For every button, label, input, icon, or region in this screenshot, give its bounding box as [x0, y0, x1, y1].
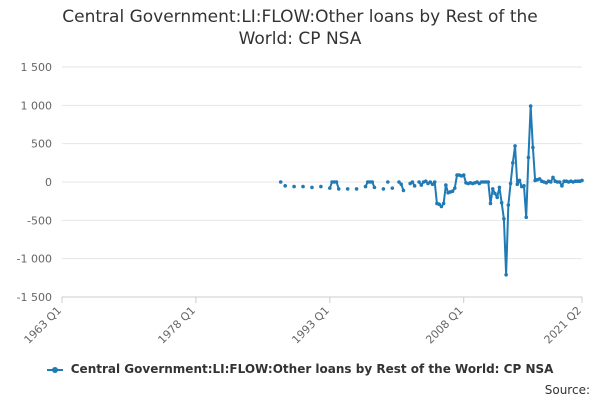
- data-point[interactable]: [508, 181, 513, 186]
- data-point[interactable]: [386, 180, 390, 184]
- data-point[interactable]: [522, 184, 526, 188]
- legend[interactable]: Central Government:LI:FLOW:Other loans b…: [0, 362, 600, 376]
- data-point[interactable]: [301, 184, 305, 189]
- data-point[interactable]: [354, 187, 359, 191]
- data-point[interactable]: [515, 182, 520, 187]
- data-point[interactable]: [310, 185, 314, 190]
- data-point[interactable]: [444, 183, 448, 187]
- x-axis: 1963 Q1 1978 Q1 1993 Q1 2008 Q1 2021 Q2: [22, 296, 585, 347]
- data-point[interactable]: [437, 202, 441, 207]
- legend-label: Central Government:LI:FLOW:Other loans b…: [70, 362, 554, 376]
- y-tick-label: 1 000: [21, 99, 53, 112]
- data-point[interactable]: [511, 161, 515, 165]
- data-point[interactable]: [334, 180, 339, 184]
- data-point[interactable]: [580, 178, 584, 183]
- data-point[interactable]: [490, 187, 495, 191]
- data-point[interactable]: [441, 201, 446, 206]
- legend-marker: [51, 366, 58, 373]
- data-point[interactable]: [499, 200, 504, 205]
- data-point[interactable]: [506, 203, 511, 207]
- data-point[interactable]: [283, 184, 287, 188]
- data-point[interactable]: [432, 180, 437, 184]
- y-tick-label: 500: [31, 138, 52, 151]
- y-tick-label: -1 500: [17, 291, 52, 304]
- data-point[interactable]: [528, 104, 533, 108]
- data-point[interactable]: [551, 175, 555, 180]
- data-point[interactable]: [410, 180, 415, 184]
- data-point[interactable]: [401, 188, 406, 193]
- data-point[interactable]: [486, 180, 491, 184]
- data-point[interactable]: [450, 189, 455, 193]
- x-tick-label: 1978 Q1: [155, 304, 198, 347]
- x-tick-label: 1963 Q1: [22, 304, 65, 347]
- x-tick-label: 2008 Q1: [423, 304, 466, 347]
- x-tick-label: 2021 Q2: [542, 304, 585, 347]
- y-axis-labels: -1 500 -1 000 -500 0 500 1 000 1 500: [17, 61, 52, 304]
- data-point[interactable]: [390, 186, 395, 190]
- data-point[interactable]: [497, 185, 502, 190]
- y-tick-label: -500: [27, 214, 52, 227]
- data-point[interactable]: [513, 144, 517, 148]
- data-point[interactable]: [537, 177, 542, 181]
- source-label: Source:: [544, 383, 590, 397]
- grid-lines: [62, 66, 582, 298]
- data-point[interactable]: [495, 195, 499, 200]
- data-point[interactable]: [397, 180, 401, 184]
- data-point[interactable]: [488, 201, 493, 206]
- data-point[interactable]: [517, 178, 522, 183]
- data-point[interactable]: [493, 191, 497, 196]
- x-tick-label: 1993 Q1: [289, 304, 332, 347]
- data-point[interactable]: [526, 155, 531, 160]
- y-tick-label: -1 000: [17, 253, 52, 266]
- data-point[interactable]: [430, 182, 435, 187]
- chart-title: Central Government:LI:FLOW:Other loans b…: [62, 7, 538, 49]
- data-point[interactable]: [428, 180, 433, 184]
- data-point[interactable]: [328, 186, 332, 190]
- data-point[interactable]: [504, 272, 508, 277]
- data-point[interactable]: [560, 184, 564, 188]
- data-point[interactable]: [419, 183, 424, 187]
- series-line-group: [328, 105, 583, 276]
- series-points-group: [278, 104, 584, 277]
- data-point[interactable]: [461, 173, 466, 177]
- series-line: [328, 105, 583, 276]
- y-tick-label: 0: [45, 176, 52, 189]
- data-point[interactable]: [412, 184, 417, 188]
- data-point[interactable]: [439, 204, 444, 209]
- data-point[interactable]: [292, 184, 296, 189]
- data-point[interactable]: [345, 187, 350, 191]
- data-point[interactable]: [417, 180, 421, 184]
- data-point[interactable]: [336, 187, 341, 191]
- data-point[interactable]: [557, 180, 562, 184]
- data-point[interactable]: [524, 215, 529, 220]
- data-point[interactable]: [372, 185, 377, 190]
- data-point[interactable]: [319, 184, 323, 189]
- data-point[interactable]: [452, 186, 457, 190]
- data-point[interactable]: [423, 179, 428, 184]
- legend-symbol: [46, 365, 63, 375]
- data-point[interactable]: [278, 180, 283, 184]
- y-tick-label: 1 500: [21, 61, 53, 74]
- data-point[interactable]: [548, 180, 553, 184]
- data-point[interactable]: [531, 145, 535, 150]
- data-point[interactable]: [502, 217, 506, 221]
- data-point[interactable]: [370, 180, 375, 184]
- data-point[interactable]: [363, 184, 368, 189]
- data-point[interactable]: [399, 182, 404, 187]
- data-point[interactable]: [381, 187, 386, 191]
